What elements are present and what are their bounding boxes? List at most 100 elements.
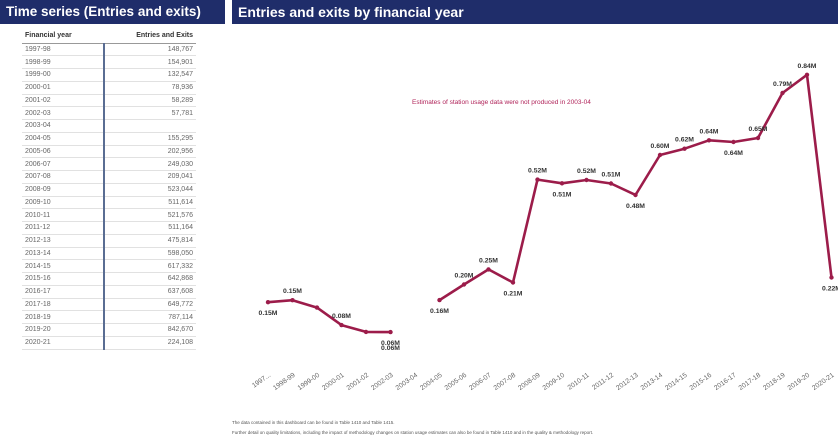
data-point[interactable] — [780, 90, 785, 96]
data-point[interactable] — [388, 329, 393, 335]
time-series-table-body: 1997-98 148,767 1998-99 154,901 1999-00 132,5… — [22, 43, 196, 350]
line-chart-svg: Estimates of station usage data were not… — [251, 63, 838, 392]
table-row[interactable]: 2016-17 637,608 — [22, 285, 196, 299]
cell-financial-year: 2019-20 — [22, 323, 105, 337]
table-row[interactable]: 2018-19 787,114 — [22, 310, 196, 324]
cell-entries-exits: 842,670 — [104, 323, 196, 337]
data-label: 0.15M — [283, 288, 302, 295]
data-point[interactable] — [510, 280, 516, 285]
x-tick-label: 2002-03 — [370, 372, 395, 392]
x-tick-label: 1999-00 — [297, 372, 322, 392]
data-label: 0.52M — [577, 168, 596, 175]
data-point[interactable] — [290, 298, 295, 303]
table-header-row: Financial year Entries and Exits — [22, 29, 196, 43]
cell-financial-year: 2010-11 — [22, 208, 105, 222]
x-tick-label: 2000-01 — [321, 372, 346, 392]
table-row[interactable]: 2014-15 617,332 — [22, 259, 196, 273]
cell-entries-exits: 511,614 — [104, 196, 196, 210]
cell-financial-year: 2020-21 — [22, 336, 105, 350]
table-row[interactable]: 2019-20 842,670 — [22, 323, 196, 337]
data-point[interactable] — [755, 135, 761, 141]
table-row[interactable]: 2005-06 202,956 — [22, 145, 196, 159]
cell-financial-year: 2009-10 — [22, 196, 105, 210]
x-tick-label: 2008-09 — [517, 372, 542, 392]
x-tick-label: 2019-20 — [787, 372, 812, 392]
footnote-line-1: The data contained in this dashboard can… — [232, 420, 395, 425]
table-row[interactable]: 1997-98 148,767 — [22, 43, 196, 57]
cell-financial-year: 2014-15 — [22, 259, 105, 273]
data-label: 0.21M — [504, 291, 523, 298]
table-row[interactable]: 2015-16 642,868 — [22, 272, 196, 286]
series-line-segment — [438, 73, 833, 302]
data-label: 0.51M — [602, 172, 621, 179]
cell-entries-exits: 132,547 — [104, 68, 196, 82]
table-row[interactable]: 2010-11 521,576 — [22, 208, 196, 222]
data-label: 0.64M — [700, 128, 719, 135]
data-point[interactable] — [633, 192, 638, 198]
table-row[interactable]: 2012-13 475,814 — [22, 234, 196, 248]
column-header-financial-year[interactable]: Financial year — [25, 32, 72, 40]
data-point[interactable] — [804, 72, 810, 77]
data-point[interactable] — [535, 177, 540, 182]
cell-financial-year: 1999-00 — [22, 68, 105, 82]
x-tick-label: 2007-08 — [493, 372, 518, 392]
footnote-line-2: Further detail on quality limitations, i… — [232, 430, 594, 435]
table-row[interactable]: 2017-18 649,772 — [22, 298, 196, 312]
data-label: 0.60M — [651, 143, 670, 150]
data-point[interactable] — [559, 181, 565, 186]
x-tick-label: 2016-17 — [713, 372, 738, 392]
column-header-entries-exits[interactable]: Entries and Exits — [136, 32, 193, 40]
table-row[interactable]: 2011-12 511,164 — [22, 221, 196, 235]
data-label: 0.62M — [675, 137, 694, 144]
cell-financial-year: 2017-18 — [22, 298, 105, 312]
table-row[interactable]: 2008-09 523,044 — [22, 183, 196, 197]
table-row[interactable]: 2004-05 155,295 — [22, 132, 196, 146]
data-point[interactable] — [339, 322, 344, 328]
table-row[interactable]: 1998-99 154,901 — [22, 55, 196, 69]
data-point[interactable] — [437, 297, 442, 303]
data-point[interactable] — [265, 300, 271, 305]
data-label: 0.22M — [822, 286, 838, 293]
data-point[interactable] — [682, 146, 687, 151]
cell-entries-exits: 202,956 — [104, 145, 196, 159]
cell-entries-exits: 209,041 — [104, 170, 196, 184]
table-row[interactable]: 2006-07 249,030 — [22, 157, 196, 171]
table-row[interactable]: 2003-04 — [22, 119, 196, 133]
cell-financial-year: 2000-01 — [22, 81, 105, 95]
time-series-panel: Time series (Entries and exits) Financia… — [0, 0, 225, 438]
data-point[interactable] — [314, 305, 320, 310]
data-point[interactable] — [584, 177, 589, 183]
table-row[interactable]: 2013-14 598,050 — [22, 247, 196, 261]
data-point[interactable] — [829, 275, 834, 280]
data-point[interactable] — [608, 181, 614, 186]
data-point[interactable] — [706, 138, 712, 143]
x-tick-label: 1998-99 — [272, 372, 297, 392]
data-point[interactable] — [363, 329, 369, 335]
data-point[interactable] — [731, 139, 736, 145]
data-point[interactable] — [486, 267, 491, 272]
data-label: 0.64M — [724, 150, 743, 157]
table-row[interactable]: 2009-10 511,614 — [22, 196, 196, 210]
data-label: 0.06M — [381, 345, 400, 352]
cell-entries-exits: 148,767 — [104, 43, 196, 57]
table-row[interactable]: 1999-00 132,547 — [22, 68, 196, 82]
x-tick-label: 2011-12 — [591, 372, 615, 392]
x-tick-label: 2005-06 — [444, 372, 469, 392]
cell-financial-year: 1998-99 — [22, 55, 105, 69]
x-tick-label: 2006-07 — [468, 372, 493, 392]
data-label: 0.08M — [332, 313, 351, 320]
x-tick-label: 2017-18 — [738, 372, 763, 392]
data-point[interactable] — [461, 282, 467, 287]
chart-title: Entries and exits by financial year — [232, 0, 838, 24]
table-row[interactable]: 2001-02 58,289 — [22, 94, 196, 108]
cell-entries-exits: 154,901 — [104, 55, 196, 69]
table-row[interactable]: 2002-03 57,781 — [22, 106, 196, 120]
table-row[interactable]: 2007-08 209,041 — [22, 170, 196, 184]
data-label: 0.06M — [381, 340, 400, 347]
table-row[interactable]: 2020-21 224,108 — [22, 336, 196, 350]
table-row[interactable]: 2000-01 78,936 — [22, 81, 196, 95]
cell-entries-exits: 637,608 — [104, 285, 196, 299]
cell-entries-exits: 57,781 — [104, 106, 196, 120]
cell-entries-exits: 224,108 — [104, 336, 196, 350]
data-point[interactable] — [657, 152, 663, 158]
